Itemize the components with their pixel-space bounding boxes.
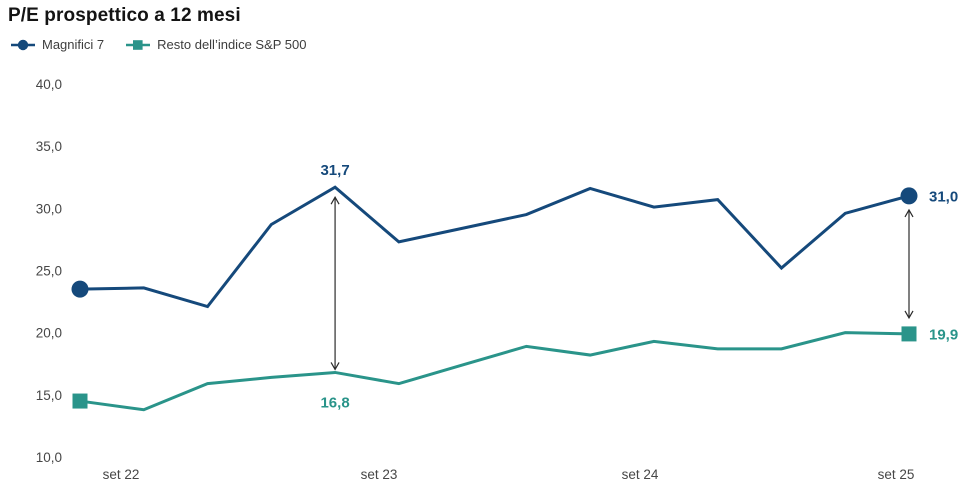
value-label: 16,8 [320, 394, 349, 411]
legend-label: Magnifici 7 [42, 37, 105, 52]
series-line-resto-sp500 [79, 331, 910, 412]
value-label: 31,7 [320, 162, 349, 179]
y-axis-tick-label: 30,0 [36, 201, 62, 216]
series-line-magnifici-7 [79, 185, 910, 309]
y-axis-tick-label: 40,0 [36, 77, 62, 92]
series-endpoint-circle-marker [900, 187, 918, 205]
y-axis-tick-label: 25,0 [36, 264, 62, 279]
gap-arrow-head-bottom [330, 362, 340, 371]
gap-arrow-head-bottom [904, 310, 914, 320]
value-label: 19,9 [929, 326, 958, 343]
legend: Magnifici 7 Resto dell’indice S&P 500 [11, 37, 307, 52]
series-endpoint-square-marker [901, 326, 917, 342]
series-endpoint-circle-marker [71, 280, 89, 298]
chart-title: P/E prospettico a 12 mesi [8, 5, 241, 26]
legend-item-resto-sp500: Resto dell’indice S&P 500 [126, 37, 307, 52]
gap-arrow-head-top [330, 195, 340, 205]
x-axis-tick-label: set 25 [878, 467, 915, 482]
legend-label: Resto dell’indice S&P 500 [157, 37, 307, 52]
value-label: 31,0 [929, 188, 958, 205]
gap-arrow-head-top [904, 208, 914, 218]
x-axis-tick-label: set 22 [103, 467, 140, 482]
y-axis-tick-label: 15,0 [36, 388, 62, 403]
x-axis-tick-label: set 24 [622, 467, 659, 482]
y-axis-tick-label: 35,0 [36, 139, 62, 154]
series-endpoint-square-marker [72, 393, 88, 409]
x-axis-tick-label: set 23 [361, 467, 398, 482]
y-axis-tick-label: 20,0 [36, 326, 62, 341]
line-circle-marker-icon [11, 38, 35, 52]
legend-item-magnifici-7: Magnifici 7 [11, 37, 104, 52]
line-square-marker-icon [126, 38, 151, 52]
y-axis-tick-label: 10,0 [36, 450, 62, 465]
